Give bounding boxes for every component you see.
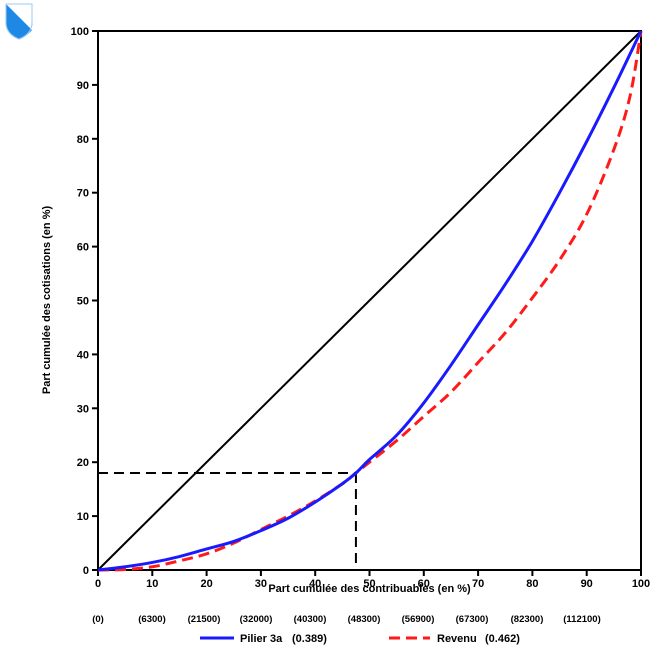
income-tick-label: (40300) <box>294 614 327 625</box>
legend: Pilier 3a (0.389) Revenu (0.462) <box>200 633 520 645</box>
y-tick-label: 20 <box>77 457 89 469</box>
y-tick-label: 40 <box>77 349 89 361</box>
legend-item-pilier-3a: Pilier 3a (0.389) <box>200 633 327 645</box>
y-tick-label: 30 <box>77 403 89 415</box>
income-tick-label: (6300) <box>138 614 165 625</box>
x-tick-label: 0 <box>95 578 101 590</box>
x-tick-label: 30 <box>255 578 267 590</box>
income-tick-label: (56900) <box>402 614 435 625</box>
legend-label-pilier-3a: Pilier 3a <box>240 633 283 645</box>
equality-line <box>97 30 642 571</box>
income-tick-label: (21500) <box>188 614 221 625</box>
income-tick-label: (0) <box>92 614 104 625</box>
legend-coefficient-revenu: (0.462) <box>485 633 520 645</box>
income-tick-label: (48300) <box>348 614 381 625</box>
series-line-pilier-3a <box>97 30 643 572</box>
x-tick-label: 10 <box>146 578 158 590</box>
x-tick-label: 40 <box>309 578 321 590</box>
y-tick-label: 70 <box>77 188 89 200</box>
y-tick-label: 0 <box>83 565 89 577</box>
x-axis-ticks: 0 10 20 30 40 50 60 70 80 90 100 <box>95 570 650 590</box>
income-tick-label: (112100) <box>563 614 601 625</box>
x-tick-label: 100 <box>632 578 650 590</box>
x-tick-label: 90 <box>581 578 593 590</box>
x-tick-label: 20 <box>200 578 212 590</box>
y-tick-label: 80 <box>77 134 89 146</box>
x-tick-label: 70 <box>472 578 484 590</box>
x-tick-label: 60 <box>418 578 430 590</box>
income-tick-labels: (0) (6300) (21500) (32000) (40300) (48300) (56… <box>92 614 601 625</box>
y-tick-label: 100 <box>71 26 89 38</box>
x-tick-label: 80 <box>526 578 538 590</box>
legend-item-revenu: Revenu (0.462) <box>389 633 520 645</box>
y-tick-label: 60 <box>77 242 89 254</box>
y-axis-ticks: 0 10 20 30 40 50 60 70 80 90 100 <box>71 26 98 577</box>
income-tick-label: (82300) <box>511 614 544 625</box>
legend-coefficient-pilier-3a: (0.389) <box>292 633 327 645</box>
y-axis-label: Part cumulée des cotisations (en %) <box>41 206 53 395</box>
y-tick-label: 50 <box>77 296 89 308</box>
income-tick-label: (32000) <box>240 614 273 625</box>
income-tick-label: (67300) <box>456 614 489 625</box>
canton-shield-icon <box>5 3 33 40</box>
series-line-revenu <box>97 30 643 572</box>
x-axis-label: Part cumulée des contribuables (en %) <box>268 583 471 595</box>
x-tick-label: 50 <box>363 578 375 590</box>
legend-label-revenu: Revenu <box>437 633 477 645</box>
y-tick-label: 10 <box>77 511 89 523</box>
y-tick-label: 90 <box>77 80 89 92</box>
